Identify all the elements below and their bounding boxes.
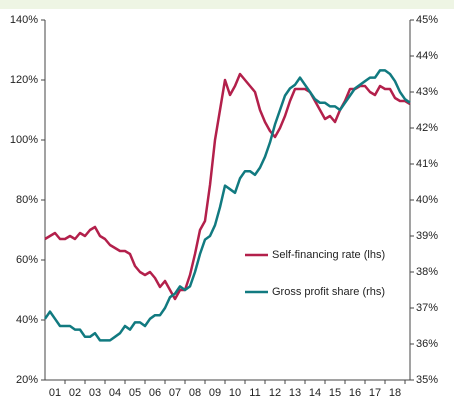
y2-tick-label: 45% xyxy=(416,14,438,26)
y-tick-label: 100% xyxy=(10,134,38,146)
y2-tick-label: 39% xyxy=(416,230,438,242)
x-tick-label: 04 xyxy=(109,387,121,399)
x-tick-label: 02 xyxy=(69,387,81,399)
y2-tick-label: 37% xyxy=(416,302,438,314)
series-line xyxy=(44,72,411,301)
x-tick-label: 01 xyxy=(49,387,61,399)
y-tick-label: 60% xyxy=(16,254,38,266)
x-tick-label: 12 xyxy=(269,387,281,399)
x-tick-label: 17 xyxy=(369,387,381,399)
x-tick-label: 09 xyxy=(209,387,221,399)
x-tick-label: 03 xyxy=(89,387,101,399)
x-tick-label: 07 xyxy=(169,387,181,399)
legend-label: Gross profit share (rhs) xyxy=(272,286,385,298)
x-tick-label: 16 xyxy=(349,387,361,399)
x-tick-label: 10 xyxy=(229,387,241,399)
y2-tick-label: 44% xyxy=(416,50,438,62)
x-tick-label: 08 xyxy=(189,387,201,399)
y2-tick-label: 35% xyxy=(416,374,438,386)
y-tick-label: 120% xyxy=(10,74,38,86)
y2-tick-label: 43% xyxy=(416,86,438,98)
y-tick-label: 40% xyxy=(16,314,38,326)
y2-tick-label: 42% xyxy=(416,122,438,134)
x-tick-label: 05 xyxy=(129,387,141,399)
x-tick-label: 13 xyxy=(289,387,301,399)
x-tick-label: 18 xyxy=(389,387,401,399)
x-tick-label: 06 xyxy=(149,387,161,399)
x-tick-label: 15 xyxy=(329,387,341,399)
x-tick-label: 11 xyxy=(249,387,260,399)
y2-tick-label: 41% xyxy=(416,158,438,170)
y2-tick-label: 40% xyxy=(416,194,438,206)
y-tick-label: 140% xyxy=(10,14,38,26)
y2-tick-label: 38% xyxy=(416,266,438,278)
y-tick-label: 20% xyxy=(16,374,38,386)
header-band xyxy=(0,0,454,9)
legend-label: Self-financing rate (lhs) xyxy=(272,249,385,261)
y-tick-label: 80% xyxy=(16,194,38,206)
x-tick-label: 14 xyxy=(309,387,321,399)
series-line xyxy=(43,69,411,342)
y2-tick-label: 36% xyxy=(416,338,438,350)
